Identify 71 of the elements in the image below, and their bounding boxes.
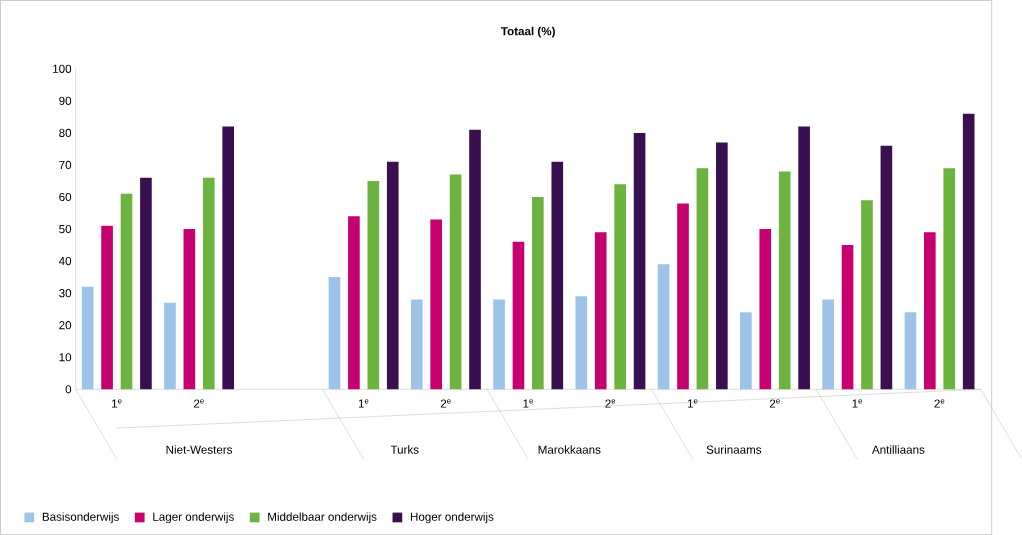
bar	[677, 203, 689, 390]
y-tick-label: 60	[59, 192, 72, 202]
x-tick-label: 1$^{e}$	[358, 399, 369, 408]
bar	[202, 177, 215, 390]
bar	[551, 161, 564, 390]
bar	[101, 225, 113, 390]
bar	[822, 299, 834, 390]
bar	[740, 312, 752, 390]
y-tick-label: 80	[59, 128, 72, 138]
bar	[81, 286, 94, 390]
bar	[386, 161, 399, 390]
bar	[594, 232, 607, 390]
bar	[696, 168, 709, 390]
x-tick-label: 2$^{e}$	[769, 399, 780, 408]
bar	[778, 171, 791, 390]
bar	[430, 219, 442, 390]
bar	[657, 264, 670, 390]
legend-label: Lager onderwijs	[153, 512, 234, 524]
y-tick-label: 20	[59, 321, 72, 330]
x-tick-label: 1$^{e}$	[112, 399, 122, 408]
y-tick-label: 40	[58, 257, 72, 266]
x-tick-label: 1$^{e}$	[523, 399, 533, 408]
bar	[924, 232, 936, 390]
y-tick-label: 10	[59, 353, 72, 362]
bar	[532, 197, 544, 390]
bar	[328, 277, 341, 390]
text: Turks	[390, 445, 419, 454]
bar	[140, 177, 152, 390]
bar	[962, 113, 975, 390]
x-tick-label: 1$^{e}$	[687, 399, 698, 408]
y-tick-label: 90	[59, 96, 72, 106]
y-tick-label: 100	[53, 64, 72, 74]
bar	[410, 299, 423, 390]
legend-label: Hoger onderwijs	[410, 512, 494, 524]
bar	[493, 299, 505, 390]
y-tick-label: 70	[59, 160, 72, 170]
y-tick-label: 50	[59, 225, 72, 234]
bar	[575, 296, 588, 390]
legend-label: Basisonderwijs	[42, 512, 119, 524]
bar	[904, 312, 917, 390]
text: Surinaams	[706, 445, 762, 454]
bar	[798, 126, 810, 390]
bar	[512, 241, 525, 390]
bar	[222, 126, 235, 390]
x-tick-label: 2$^{e}$	[440, 399, 451, 408]
chart-title: Totaal (%)	[501, 26, 555, 38]
y-tick-label: 30	[59, 289, 72, 298]
bar	[449, 174, 462, 390]
bar	[120, 193, 133, 390]
bar	[759, 229, 772, 390]
x-tick-label: 1$^{e}$	[852, 399, 863, 408]
bar	[943, 168, 956, 390]
bar	[183, 229, 196, 390]
text: Niet-Westers	[166, 445, 233, 454]
bar	[880, 145, 893, 390]
bar	[716, 142, 728, 390]
bar	[861, 200, 873, 390]
bar	[469, 129, 481, 390]
bar	[633, 133, 646, 390]
bar	[841, 245, 854, 390]
x-tick-label: 2$^{e}$	[194, 399, 204, 408]
text: Antilliaans	[871, 445, 925, 454]
bar	[367, 181, 380, 390]
bar	[164, 302, 176, 390]
bar	[614, 184, 626, 390]
x-tick-label: 2$^{e}$	[934, 399, 945, 408]
text: Marokkaans	[538, 445, 601, 454]
bar	[348, 216, 360, 390]
x-tick-label: 2$^{e}$	[605, 399, 616, 408]
legend-label: Middelbaar onderwijs	[268, 512, 377, 524]
y-tick-label: 0	[65, 385, 72, 394]
